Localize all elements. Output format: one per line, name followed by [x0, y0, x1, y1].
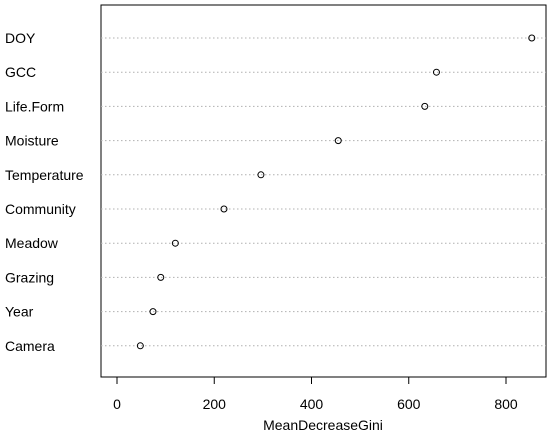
x-axis-label: MeanDecreaseGini	[263, 417, 383, 433]
gridlines	[101, 37, 546, 347]
category-label: GCC	[5, 64, 36, 80]
x-axis-ticks: 0 200 400 600 800	[113, 377, 518, 412]
data-point	[432, 68, 440, 76]
data-point	[171, 239, 179, 247]
data-points	[136, 34, 536, 350]
x-tick-label: 400	[300, 396, 324, 412]
category-label: Life.Form	[5, 98, 64, 114]
data-point	[220, 205, 228, 213]
x-tick-label: 800	[494, 396, 518, 412]
category-label: DOY	[5, 30, 36, 46]
data-point	[157, 273, 165, 281]
category-label: Moisture	[5, 133, 59, 149]
category-label: Community	[5, 201, 76, 217]
x-tick-label: 200	[203, 396, 227, 412]
x-tick-label: 600	[397, 396, 421, 412]
category-label: Year	[5, 304, 34, 320]
plot-frame	[100, 4, 547, 378]
category-label: Temperature	[5, 167, 84, 183]
category-label: Meadow	[5, 235, 59, 251]
data-point	[257, 171, 265, 179]
data-point	[421, 102, 429, 110]
data-point	[149, 308, 157, 316]
data-point	[528, 34, 536, 42]
category-label: Camera	[5, 338, 55, 354]
data-point	[334, 137, 342, 145]
category-labels: DOY GCC Life.Form Moisture Temperature Commun…	[5, 30, 84, 354]
category-label: Grazing	[5, 269, 54, 285]
data-point	[136, 342, 144, 350]
x-tick-label: 0	[113, 396, 121, 412]
